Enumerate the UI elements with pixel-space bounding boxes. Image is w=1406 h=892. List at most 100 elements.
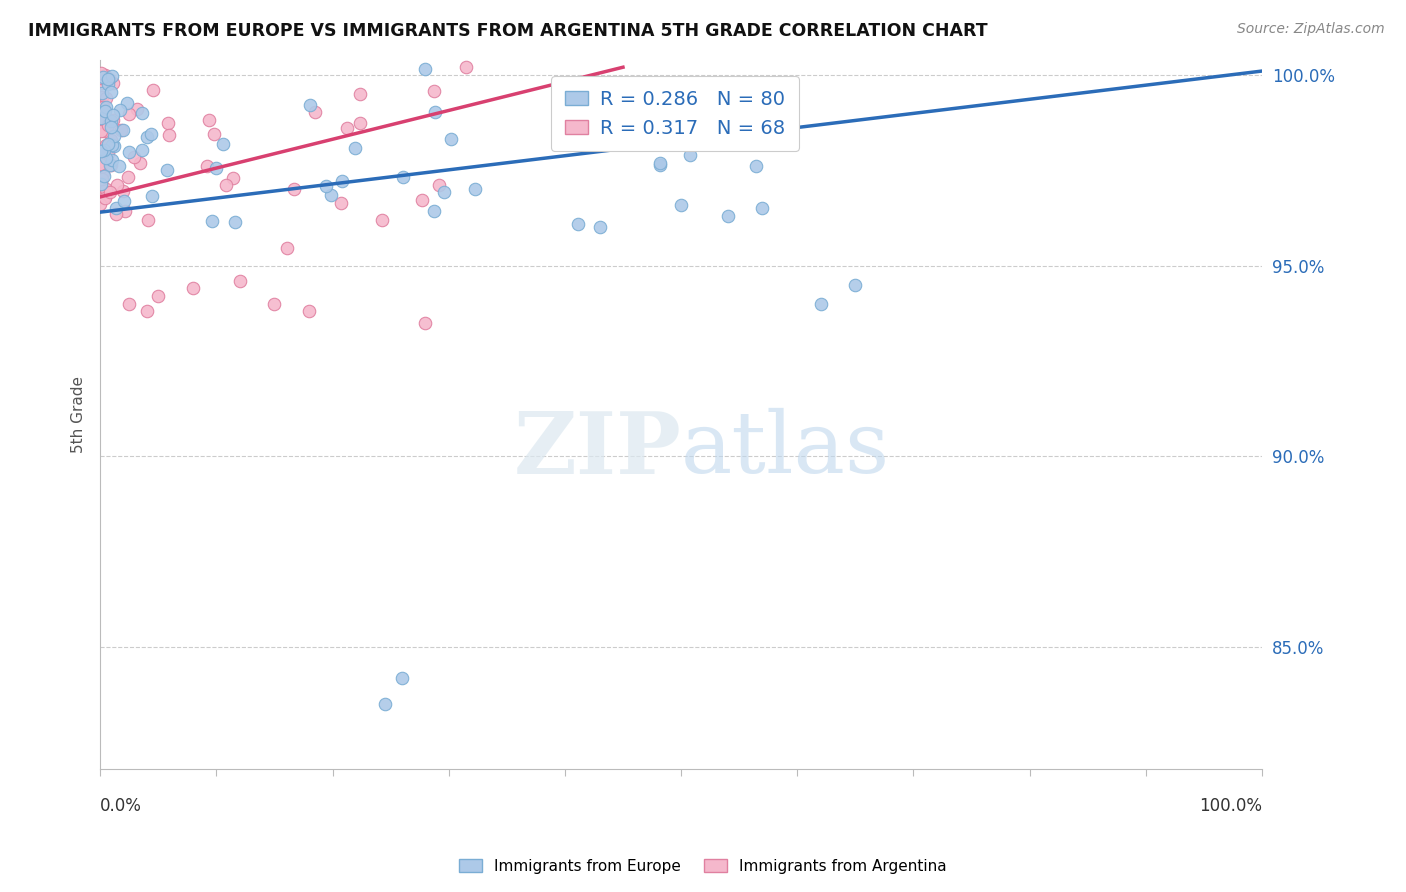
Point [105, 201, 128, 215]
Point [128, 156, 150, 170]
Point [118, 296, 141, 310]
Point [464, 182, 486, 196]
Point [211, 137, 233, 152]
Point [100, 185, 122, 199]
Point [94, 151, 117, 165]
Point [440, 132, 463, 146]
Point [97, 145, 120, 160]
Point [142, 83, 165, 97]
Point [90, 70, 112, 85]
Point [298, 304, 321, 318]
Point [104, 207, 127, 221]
Point [321, 188, 343, 202]
Point [612, 76, 634, 90]
Point [679, 148, 702, 162]
Point [349, 116, 371, 130]
Point [122, 150, 145, 164]
Point [105, 178, 128, 193]
Point [135, 129, 157, 144]
Point [89, 197, 111, 211]
Point [716, 209, 738, 223]
Point [91, 89, 114, 103]
Point [90, 145, 112, 159]
Point [96, 182, 118, 196]
Point [710, 119, 733, 133]
Text: ZIP: ZIP [513, 408, 681, 491]
Point [100, 120, 122, 134]
Point [136, 213, 159, 227]
Point [101, 107, 124, 121]
Point [415, 316, 437, 330]
Point [425, 105, 447, 120]
Point [195, 159, 218, 173]
Point [100, 114, 122, 128]
Point [228, 274, 250, 288]
Legend: R = 0.286   N = 80, R = 0.317   N = 68: R = 0.286 N = 80, R = 0.317 N = 68 [551, 77, 799, 152]
Point [94, 138, 117, 153]
Point [555, 126, 578, 140]
Point [110, 123, 132, 137]
Text: Source: ZipAtlas.com: Source: ZipAtlas.com [1237, 22, 1385, 37]
Point [374, 698, 396, 712]
Point [157, 116, 180, 130]
Point [204, 161, 226, 175]
Point [202, 127, 225, 141]
Point [634, 103, 657, 118]
Point [101, 138, 124, 153]
Point [222, 171, 245, 186]
Point [100, 133, 122, 147]
Y-axis label: 5th Grade: 5th Grade [72, 376, 86, 453]
Point [90, 66, 112, 80]
Point [304, 104, 326, 119]
Text: IMMIGRANTS FROM EUROPE VS IMMIGRANTS FROM ARGENTINA 5TH GRADE CORRELATION CHART: IMMIGRANTS FROM EUROPE VS IMMIGRANTS FRO… [28, 22, 988, 40]
Point [89, 101, 111, 115]
Point [97, 118, 120, 132]
Point [349, 87, 371, 102]
Point [93, 103, 115, 118]
Point [90, 124, 112, 138]
Point [97, 77, 120, 91]
Point [131, 144, 153, 158]
Point [844, 277, 866, 292]
Point [108, 103, 131, 117]
Point [415, 62, 437, 76]
Point [125, 102, 148, 116]
Point [198, 112, 221, 127]
Point [94, 99, 117, 113]
Point [90, 76, 112, 90]
Point [112, 194, 135, 208]
Point [391, 671, 413, 685]
Point [276, 241, 298, 255]
Point [111, 122, 134, 136]
Point [454, 60, 477, 74]
Point [702, 130, 724, 145]
Point [93, 189, 115, 203]
Point [97, 136, 120, 151]
Point [93, 169, 115, 183]
Point [91, 99, 114, 113]
Point [97, 72, 120, 87]
Point [100, 158, 122, 172]
Point [567, 217, 589, 231]
Point [343, 141, 366, 155]
Point [93, 191, 115, 205]
Point [427, 178, 450, 193]
Point [114, 203, 136, 218]
Point [433, 185, 456, 199]
Point [330, 196, 353, 211]
Point [141, 188, 163, 202]
Point [135, 304, 157, 318]
Point [596, 134, 619, 148]
Point [156, 163, 179, 178]
Point [181, 281, 204, 295]
Point [148, 289, 170, 303]
Point [648, 158, 671, 172]
Point [751, 202, 773, 216]
Point [423, 204, 446, 219]
Point [112, 184, 135, 198]
Text: 100.0%: 100.0% [1199, 797, 1263, 815]
Point [108, 159, 131, 173]
Point [101, 153, 124, 167]
Point [98, 158, 121, 172]
Point [96, 91, 118, 105]
